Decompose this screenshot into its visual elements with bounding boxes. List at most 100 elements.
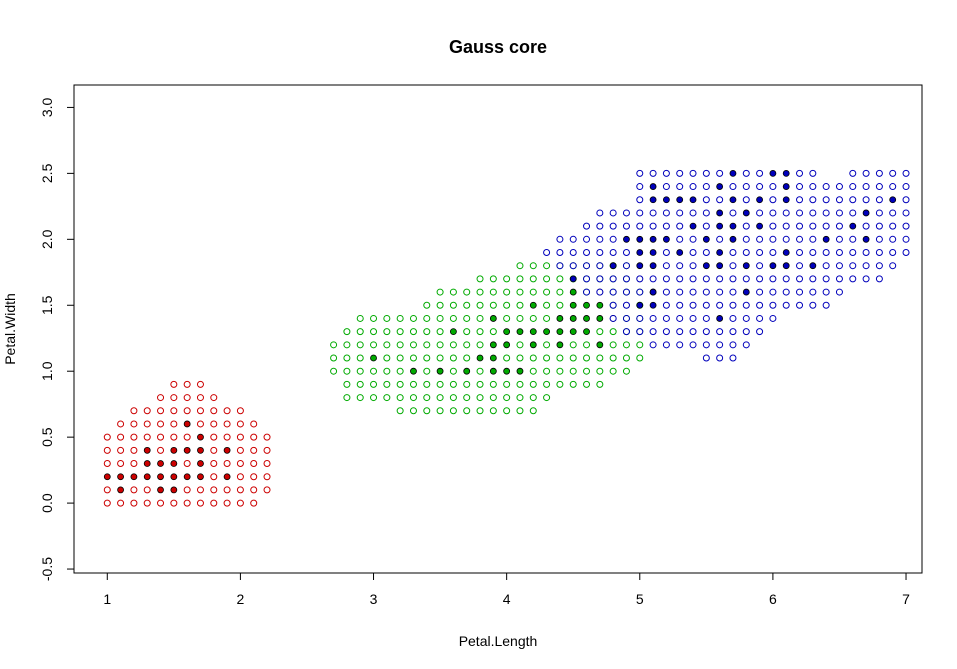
region-point bbox=[796, 288, 804, 296]
core-point bbox=[143, 446, 151, 454]
region-point bbox=[729, 183, 737, 191]
region-point bbox=[383, 341, 391, 349]
region-point bbox=[742, 301, 750, 309]
region-point bbox=[516, 407, 524, 415]
region-point bbox=[809, 249, 817, 256]
region-point bbox=[862, 249, 870, 256]
region-point bbox=[596, 235, 604, 243]
region-point bbox=[609, 209, 617, 217]
region-point bbox=[729, 249, 737, 256]
region-point bbox=[170, 407, 178, 415]
region-point bbox=[636, 209, 644, 217]
region-point bbox=[503, 301, 511, 309]
region-point bbox=[649, 341, 657, 349]
region-point bbox=[543, 394, 551, 402]
core-point bbox=[516, 367, 524, 375]
region-point bbox=[356, 314, 364, 322]
region-point bbox=[649, 169, 657, 177]
region-point bbox=[596, 222, 604, 230]
core-point bbox=[489, 367, 497, 375]
region-point bbox=[889, 209, 897, 217]
data-points bbox=[103, 169, 910, 507]
region-point bbox=[210, 460, 218, 468]
region-point bbox=[756, 328, 764, 336]
region-point bbox=[130, 446, 138, 454]
region-point bbox=[676, 209, 684, 217]
region-point bbox=[409, 314, 417, 322]
region-point bbox=[702, 275, 710, 283]
region-point bbox=[423, 314, 431, 322]
region-point bbox=[529, 380, 537, 388]
core-point bbox=[183, 473, 191, 481]
region-point bbox=[556, 249, 564, 256]
region-point bbox=[609, 249, 617, 256]
region-point bbox=[503, 394, 511, 402]
core-point bbox=[716, 183, 724, 190]
region-point bbox=[476, 288, 484, 296]
region-point bbox=[436, 394, 444, 402]
region-point bbox=[782, 209, 790, 217]
region-point bbox=[689, 288, 697, 296]
core-point bbox=[676, 196, 684, 204]
region-point bbox=[742, 222, 750, 230]
region-point bbox=[729, 209, 737, 217]
region-point bbox=[236, 433, 244, 441]
region-point bbox=[343, 367, 351, 375]
region-point bbox=[875, 222, 883, 230]
region-point bbox=[396, 328, 404, 336]
region-point bbox=[609, 328, 617, 336]
region-point bbox=[822, 262, 830, 270]
region-point bbox=[756, 301, 764, 309]
core-point bbox=[609, 262, 617, 270]
region-point bbox=[476, 407, 484, 415]
region-point bbox=[463, 380, 471, 388]
region-point bbox=[516, 288, 524, 296]
region-point bbox=[210, 499, 218, 507]
region-point bbox=[622, 288, 630, 296]
region-point bbox=[250, 499, 258, 507]
region-point bbox=[609, 341, 617, 349]
region-point bbox=[756, 183, 764, 191]
core-point bbox=[623, 235, 630, 243]
region-point bbox=[343, 328, 351, 336]
region-point bbox=[556, 354, 564, 362]
region-point bbox=[769, 249, 777, 256]
region-point bbox=[396, 380, 404, 388]
region-point bbox=[356, 354, 364, 362]
region-point bbox=[543, 249, 551, 256]
core-point bbox=[742, 209, 750, 217]
core-point bbox=[702, 235, 710, 243]
region-point bbox=[769, 301, 777, 309]
region-point bbox=[196, 486, 204, 494]
region-point bbox=[875, 249, 883, 256]
region-point bbox=[409, 394, 417, 402]
region-point bbox=[596, 367, 604, 375]
core-point bbox=[157, 473, 164, 481]
region-point bbox=[835, 235, 843, 243]
region-point bbox=[383, 328, 391, 336]
region-point bbox=[370, 341, 378, 349]
region-point bbox=[489, 301, 497, 309]
region-point bbox=[662, 222, 670, 230]
region-point bbox=[396, 341, 404, 349]
core-point bbox=[689, 222, 697, 230]
region-point bbox=[902, 235, 910, 243]
region-point bbox=[330, 341, 338, 349]
core-point bbox=[197, 473, 204, 481]
region-point bbox=[862, 222, 870, 230]
region-point bbox=[716, 301, 724, 309]
region-point bbox=[662, 301, 670, 309]
region-point bbox=[583, 380, 591, 388]
region-point bbox=[662, 209, 670, 217]
region-point bbox=[583, 341, 591, 349]
region-point bbox=[769, 183, 777, 191]
region-point bbox=[476, 341, 484, 349]
core-point bbox=[649, 301, 657, 309]
region-point bbox=[543, 380, 551, 388]
region-point bbox=[796, 262, 804, 270]
region-point bbox=[516, 262, 524, 270]
region-point bbox=[436, 314, 444, 322]
y-tick-label: 2.0 bbox=[39, 229, 55, 249]
region-point bbox=[583, 367, 591, 375]
